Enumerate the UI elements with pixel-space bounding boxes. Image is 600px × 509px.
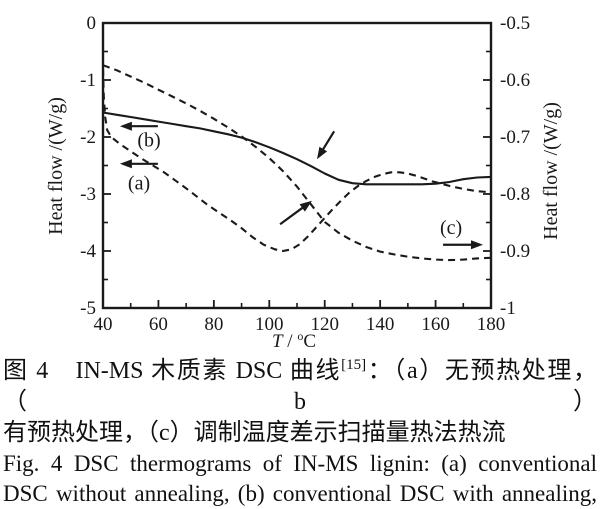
- curve-label-c: (c): [440, 217, 462, 239]
- left-tick-label: -5: [80, 298, 96, 319]
- plot-border: [101, 21, 493, 310]
- caption-zh-line1: 图 4 IN-MS 木质素 DSC 曲线[15]：（a）无预热处理，（b）: [3, 356, 597, 418]
- curve-a: [101, 68, 492, 253]
- right-tick-label: -0.5: [500, 13, 530, 34]
- curve-label-a: (a): [128, 173, 150, 195]
- solid-curve-pointer-arrow: [320, 130, 336, 153]
- x-tick-label: 60: [149, 314, 168, 335]
- right-tick-label: -0.6: [500, 70, 530, 91]
- x-tick-label: 160: [421, 314, 450, 335]
- x-tick-label: 180: [477, 314, 506, 335]
- x-tick-label: 80: [204, 314, 223, 335]
- caption-zh-line1-pre: 图 4 IN-MS 木质素 DSC 曲线: [3, 358, 342, 384]
- right-tick-label: -0.7: [500, 127, 530, 148]
- caption-en-line1: Fig. 4 DSC thermograms of IN-MS lignin: …: [3, 451, 597, 476]
- left-axis-title: Heat flow /(W/g): [45, 97, 67, 235]
- left-tick-label: 0: [87, 13, 97, 34]
- right-tick-label: -0.9: [500, 241, 530, 262]
- left-tick-label: -3: [80, 184, 96, 205]
- right-tick-label: -1: [500, 298, 516, 319]
- caption-zh-line1-post: ：（a）无预热处理，（b）: [3, 358, 597, 415]
- caption-en-line2: DSC without annealing, (b) conventional …: [3, 481, 597, 506]
- curve-label-b: (b): [137, 129, 160, 151]
- x-tick-label: 140: [366, 314, 395, 335]
- right-axis-title: Heat flow /(W/g): [540, 102, 562, 240]
- left-tick-label: -1: [80, 70, 96, 91]
- right-tick-label: -0.8: [500, 184, 530, 205]
- x-tick-label: 100: [255, 314, 284, 335]
- left-tick-label: -2: [80, 127, 96, 148]
- curve-c: [102, 64, 492, 262]
- figure-caption: 图 4 IN-MS 木质素 DSC 曲线[15]：（a）无预热处理，（b） 有预…: [3, 356, 597, 509]
- dsc-thermogram-chart: 40 60 80 100 120 140 160 180 0 -1 -2 -3 -4 -5 -0.5 -0.6…: [45, 13, 562, 352]
- x-tick-label: 120: [310, 314, 339, 335]
- b-pointer-arrow-head: [119, 121, 132, 131]
- left-tick-label: -4: [80, 241, 96, 262]
- c-pointer-arrow-head: [471, 240, 483, 250]
- a-pointer-arrow-head: [119, 159, 132, 169]
- curve-b: [102, 111, 492, 186]
- citation-ref: [15]: [341, 357, 367, 373]
- x-axis-title: T / oC: [272, 329, 316, 352]
- x-tick-label: 40: [94, 314, 113, 335]
- dashed-curve-pointer-arrow: [279, 204, 307, 226]
- caption-zh-line2: 有预热处理，（c）调制温度差示扫描量热法热流: [3, 420, 506, 446]
- solid-curve-pointer-arrow-head: [317, 146, 328, 160]
- dashed-curve-pointer-arrow-head: [299, 200, 312, 212]
